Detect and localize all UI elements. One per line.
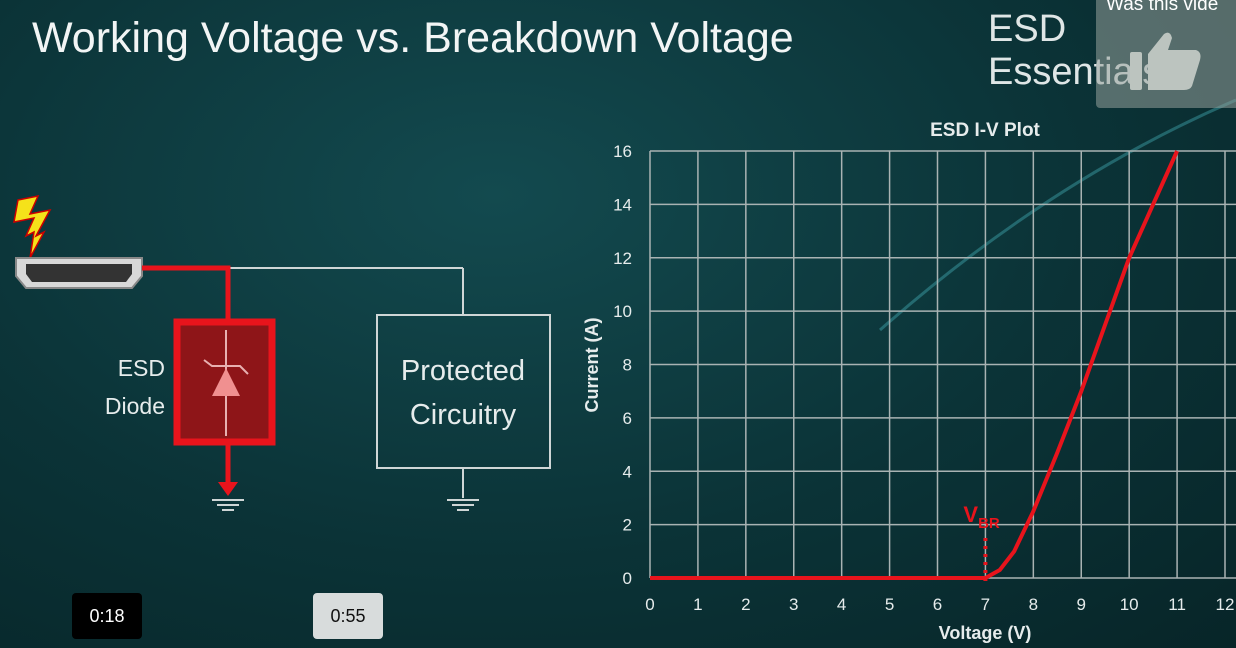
x-tick-label: 5 <box>885 595 894 614</box>
thumbs-up-icon[interactable] <box>1126 28 1206 94</box>
x-tick-label: 10 <box>1120 595 1139 614</box>
tvs-diode-icon <box>203 330 249 436</box>
current-time-badge: 0:18 <box>72 593 142 639</box>
y-tick-label: 0 <box>623 569 632 588</box>
y-axis-label: Current (A) <box>582 318 602 413</box>
y-tick-label: 6 <box>623 409 632 428</box>
esd-circuit-diagram: ESD Diode Protected Circuitry <box>13 194 551 511</box>
y-tick-label: 14 <box>613 195 632 214</box>
x-tick-label: 0 <box>645 595 654 614</box>
slide-title: Working Voltage vs. Breakdown Voltage <box>32 14 794 62</box>
diode-label-2: Diode <box>105 393 165 419</box>
x-tick-label: 6 <box>933 595 942 614</box>
y-tick-label: 2 <box>623 516 632 535</box>
chart-title: ESD I-V Plot <box>930 120 1040 141</box>
y-tick-label: 4 <box>623 462 632 481</box>
lightning-icon <box>13 194 52 259</box>
x-tick-label: 8 <box>1029 595 1038 614</box>
y-tick-label: 10 <box>613 302 632 321</box>
ground-icon <box>447 499 479 511</box>
hdmi-connector-icon <box>15 257 143 289</box>
y-tick-label: 8 <box>623 356 632 375</box>
x-tick-label: 7 <box>981 595 990 614</box>
y-tick-label: 16 <box>613 142 632 161</box>
x-axis-label: Voltage (V) <box>939 623 1032 643</box>
box-label-1: Protected <box>401 355 525 387</box>
x-tick-label: 12 <box>1216 595 1235 614</box>
box-label-2: Circuitry <box>410 399 517 431</box>
x-tick-label: 11 <box>1168 595 1186 614</box>
x-tick-label: 3 <box>789 595 798 614</box>
y-tick-label: 12 <box>613 249 632 268</box>
feedback-prompt[interactable]: Was this vide <box>1096 0 1236 108</box>
x-tick-label: 9 <box>1077 595 1086 614</box>
x-tick-label: 1 <box>693 595 702 614</box>
duration-badge: 0:55 <box>313 593 383 639</box>
ground-icon <box>212 499 244 511</box>
iv-curve-series <box>650 150 1179 580</box>
x-tick-label: 2 <box>741 595 750 614</box>
diode-label-1: ESD <box>118 355 165 381</box>
feedback-text: Was this vide <box>1106 0 1219 15</box>
vbr-annotation: VBR <box>963 502 1000 532</box>
x-tick-label: 4 <box>837 595 846 614</box>
